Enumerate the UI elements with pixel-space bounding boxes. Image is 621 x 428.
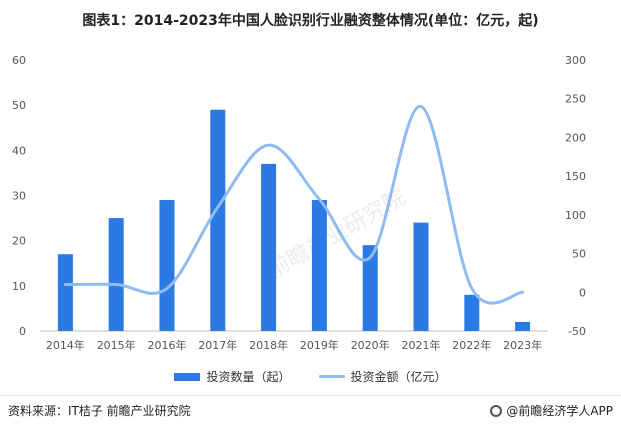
y-right-tick-label: 250 [565, 93, 586, 106]
x-tick-label: 2019年 [300, 338, 339, 352]
source-text: 资料来源：IT桔子 前瞻产业研究院 [8, 404, 191, 418]
y-left-tick-label: 0 [19, 325, 26, 338]
legend-line-swatch [318, 375, 345, 378]
brand-text: @前瞻经济学人APP [506, 404, 613, 418]
x-tick-label: 2018年 [249, 338, 288, 352]
bar [57, 254, 73, 331]
y-left-tick-label: 40 [12, 144, 26, 157]
legend-line-label: 投资金额（亿元） [350, 370, 447, 384]
x-tick-label: 2021年 [402, 338, 441, 352]
bar [311, 200, 327, 331]
y-left-tick-label: 30 [12, 190, 26, 203]
chart: 前瞻产业研究院 0 10 20 30 40 50 60 -50 0 50 100 150 200 250 30… [12, 54, 586, 352]
legend-bar-swatch [174, 372, 201, 381]
y-right-tick-label: 50 [572, 248, 586, 261]
y-left-tick-label: 50 [12, 99, 26, 112]
y-left-tick-label: 60 [12, 54, 26, 67]
x-tick-label: 2016年 [148, 338, 187, 352]
footer: 资料来源：IT桔子 前瞻产业研究院 @前瞻经济学人APP [0, 395, 621, 428]
legend-item-bar: 投资数量（起） [174, 368, 291, 385]
y-left-tick-label: 10 [12, 280, 26, 293]
brand: @前瞻经济学人APP [490, 402, 613, 419]
x-tick-label: 2022年 [452, 338, 491, 352]
x-tick-label: 2014年 [46, 338, 85, 352]
y-right-tick-label: 150 [565, 170, 586, 183]
x-tick-label: 2017年 [198, 338, 237, 352]
y-right-tick-label: 200 [565, 131, 586, 144]
brand-logo-icon [490, 404, 503, 417]
bar [464, 294, 480, 331]
y-right-tick-label: -50 [568, 325, 586, 338]
legend-bar-label: 投资数量（起） [206, 370, 291, 384]
watermark: 前瞻产业研究院 [264, 185, 410, 284]
bar [159, 200, 175, 331]
chart-title: 图表1：2014-2023年中国人脸识别行业融资整体情况(单位：亿元，起) [82, 13, 539, 29]
x-tick-label: 2023年 [503, 338, 542, 352]
y-right-tick-label: 0 [579, 286, 586, 299]
bar [362, 245, 378, 331]
bar [210, 109, 226, 331]
series-line-investment-amount [63, 104, 525, 305]
bar [515, 321, 531, 331]
y-left-tick-label: 20 [12, 235, 26, 248]
bar [413, 222, 429, 331]
x-tick-label: 2020年 [351, 338, 390, 352]
x-tick-label: 2015年 [97, 338, 136, 352]
bar [108, 218, 124, 331]
bar [261, 163, 277, 331]
legend: 投资数量（起） 投资金额（亿元） [0, 368, 621, 385]
y-right-tick-label: 300 [565, 54, 586, 67]
legend-item-line: 投资金额（亿元） [318, 368, 447, 385]
y-right-tick-label: 100 [565, 209, 586, 222]
